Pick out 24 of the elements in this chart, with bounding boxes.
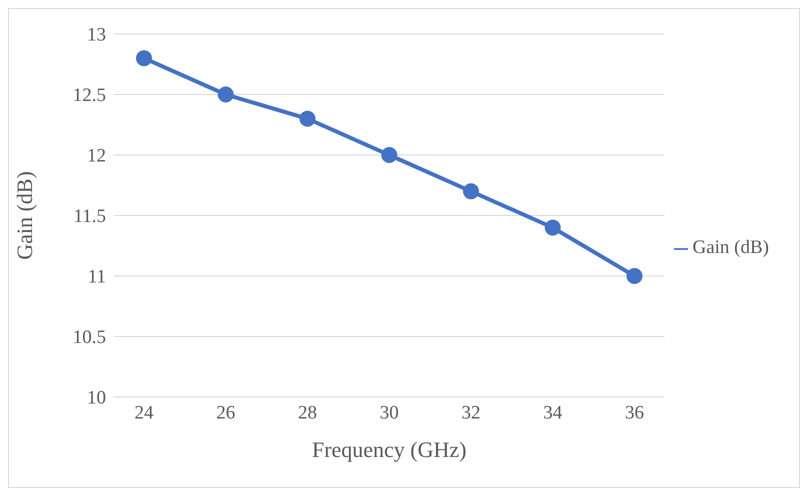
legend-label: Gain (dB) <box>692 237 769 258</box>
y-tick-label: 10 <box>87 388 106 409</box>
x-tick-label: 36 <box>624 402 644 424</box>
x-tick-label: 26 <box>216 402 236 424</box>
x-tick-label: 28 <box>298 402 317 424</box>
y-tick-label: 12.5 <box>72 85 106 106</box>
x-axis-title: Frequency (GHz) <box>312 437 467 462</box>
x-tick-label: 34 <box>543 402 563 424</box>
y-tick-label: 11 <box>88 266 106 288</box>
x-tick-label: 24 <box>134 402 154 424</box>
point <box>218 86 234 102</box>
y-tick-label: 11.5 <box>73 206 106 228</box>
x-tick-label: 32 <box>461 402 480 424</box>
point <box>381 147 398 163</box>
point <box>626 268 642 284</box>
y-tick-label: 13 <box>87 24 106 46</box>
y-tick-label: 12 <box>87 146 106 167</box>
y-tick-label: 10.5 <box>72 327 106 348</box>
point <box>544 220 561 236</box>
point <box>299 110 316 127</box>
y-axis-title: Gain (dB) <box>12 171 37 260</box>
x-tick-label: 30 <box>380 402 399 424</box>
point <box>462 183 479 200</box>
point <box>136 50 152 66</box>
